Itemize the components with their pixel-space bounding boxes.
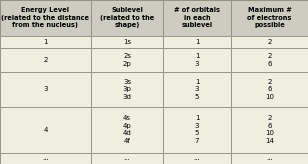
Bar — [163, 0, 231, 36]
Text: 4s
4p
4d
4f: 4s 4p 4d 4f — [123, 115, 132, 144]
Bar — [0, 153, 91, 164]
Bar — [163, 36, 231, 48]
Bar — [231, 153, 308, 164]
Bar — [231, 0, 308, 36]
Bar — [163, 107, 231, 153]
Text: 3s
3p
3d: 3s 3p 3d — [123, 79, 132, 100]
Text: ...: ... — [42, 155, 49, 161]
Bar — [231, 72, 308, 107]
Bar — [231, 36, 308, 48]
Bar — [0, 36, 91, 48]
Bar — [231, 48, 308, 72]
Text: 1: 1 — [43, 39, 48, 45]
Text: ...: ... — [266, 155, 273, 161]
Text: # of orbitals
in each
sublevel: # of orbitals in each sublevel — [174, 8, 220, 29]
Bar — [91, 0, 163, 36]
Bar — [0, 48, 91, 72]
Bar — [91, 48, 163, 72]
Bar — [231, 48, 308, 72]
Text: 2
6: 2 6 — [267, 53, 272, 67]
Bar — [91, 36, 163, 48]
Bar — [0, 48, 91, 72]
Text: ...: ... — [194, 155, 201, 161]
Bar — [0, 153, 91, 164]
Bar — [163, 72, 231, 107]
Bar — [91, 153, 163, 164]
Bar — [163, 48, 231, 72]
Bar — [163, 153, 231, 164]
Text: Energy Level
(related to the distance
from the nucleus): Energy Level (related to the distance fr… — [2, 8, 89, 29]
Bar — [0, 0, 91, 36]
Text: ...: ... — [124, 155, 130, 161]
Text: 4: 4 — [43, 127, 48, 133]
Bar — [0, 72, 91, 107]
Bar — [0, 107, 91, 153]
Text: 1
3
5
7: 1 3 5 7 — [195, 115, 199, 144]
Bar — [91, 107, 163, 153]
Bar — [231, 0, 308, 36]
Text: 1s: 1s — [123, 39, 131, 45]
Bar — [0, 107, 91, 153]
Text: Maximum #
of electrons
possible: Maximum # of electrons possible — [247, 8, 292, 29]
Text: Sublevel
(related to the
shape): Sublevel (related to the shape) — [100, 8, 154, 29]
Text: 1
3
5: 1 3 5 — [195, 79, 199, 100]
Bar — [91, 107, 163, 153]
Bar — [91, 0, 163, 36]
Bar — [91, 36, 163, 48]
Text: 2: 2 — [267, 39, 272, 45]
Bar — [231, 36, 308, 48]
Text: 2
6
10: 2 6 10 — [265, 79, 274, 100]
Bar — [163, 153, 231, 164]
Text: 1: 1 — [195, 39, 199, 45]
Bar — [231, 153, 308, 164]
Bar — [91, 72, 163, 107]
Text: 2
6
10
14: 2 6 10 14 — [265, 115, 274, 144]
Bar — [163, 48, 231, 72]
Bar — [0, 36, 91, 48]
Text: 2s
2p: 2s 2p — [123, 53, 132, 67]
Bar — [231, 107, 308, 153]
Bar — [0, 0, 91, 36]
Bar — [163, 36, 231, 48]
Bar — [231, 107, 308, 153]
Bar — [163, 107, 231, 153]
Bar — [0, 72, 91, 107]
Bar — [91, 48, 163, 72]
Bar — [163, 72, 231, 107]
Text: 1
3: 1 3 — [195, 53, 199, 67]
Bar — [231, 72, 308, 107]
Text: 2: 2 — [43, 57, 48, 63]
Text: 3: 3 — [43, 86, 48, 92]
Bar — [91, 153, 163, 164]
Bar — [91, 72, 163, 107]
Bar — [163, 0, 231, 36]
